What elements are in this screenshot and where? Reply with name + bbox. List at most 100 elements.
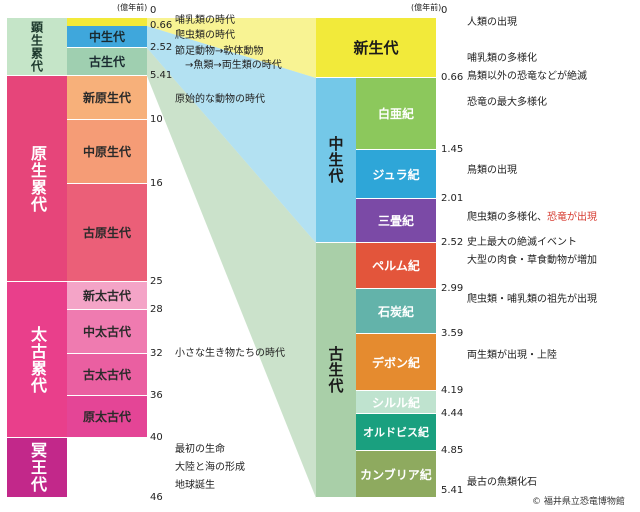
right-boundary-0: 0 xyxy=(441,5,448,16)
eon-2-label: 太古累代 xyxy=(28,325,47,394)
note-dinosaur-appearance: 恐竜が出現 xyxy=(547,212,597,223)
note-bird-appearance: 鳥類の出現 xyxy=(467,165,517,176)
left-era-0-label: 中生代 xyxy=(88,30,125,44)
left-era-7-label: 古太古代 xyxy=(82,368,131,382)
museum-credit: © 福井県立恐竜博物館 xyxy=(532,497,625,507)
period-8-label: カンブリア紀 xyxy=(360,467,432,482)
unit-label-left: (億年前) xyxy=(117,3,148,12)
period-4-label: 石炭紀 xyxy=(377,304,414,319)
left-era-5-label: 新太古代 xyxy=(82,289,131,303)
note-human-appearance: 人類の出現 xyxy=(467,17,517,28)
right-boundary-3: 2.01 xyxy=(441,193,464,204)
right-boundary-1: 0.66 xyxy=(441,72,464,83)
left-era-8: 原太古代 xyxy=(67,396,147,438)
right-boundary-4: 2.52 xyxy=(441,237,464,248)
left-era-4: 古原生代 xyxy=(67,184,147,282)
note-mammal-diversification: 哺乳類の多様化 xyxy=(467,53,537,64)
right-era-1-label: 中生代 xyxy=(326,136,345,184)
connector-mesozoic xyxy=(147,26,316,243)
eon-0: 顕生累代 xyxy=(7,18,67,76)
eon-1-label: 原生累代 xyxy=(28,144,47,213)
period-0-label: 白亜紀 xyxy=(377,107,414,121)
left-boundary-9: 36 xyxy=(150,390,163,401)
left-era-5: 新太古代 xyxy=(67,282,147,310)
left-boundary-10: 40 xyxy=(150,432,163,443)
period-1: ジュラ紀 xyxy=(356,150,436,199)
left-era-4-label: 古原生代 xyxy=(82,226,131,240)
right-boundary-5: 2.99 xyxy=(441,283,464,294)
note-continents-oceans: 大陸と海の形成 xyxy=(175,462,245,473)
note-reptile-diversification-text: 爬虫類の多様化、 xyxy=(467,212,547,223)
right-boundary-6: 3.59 xyxy=(441,328,464,339)
note-reptile-age: 爬虫類の時代 xyxy=(175,30,235,41)
note-earth-birth: 地球誕生 xyxy=(175,480,215,491)
note-fish-amphibian-age: →魚類→両生類の時代 xyxy=(185,60,282,71)
eon-3-label: 冥王代 xyxy=(28,442,47,493)
note-amphibian-appearance: 両生類が出現・上陸 xyxy=(467,350,557,361)
right-era-0: 新生代 xyxy=(316,18,436,78)
right-boundary-9: 4.85 xyxy=(441,445,464,456)
note-first-life: 最初の生命 xyxy=(175,444,225,455)
left-era-2-label: 新原生代 xyxy=(82,91,131,105)
period-2: 三畳紀 xyxy=(356,199,436,243)
left-era-2: 新原生代 xyxy=(67,76,147,120)
eon-1: 原生累代 xyxy=(7,76,67,282)
right-boundary-8: 4.44 xyxy=(441,408,464,419)
note-mammal-age: 哺乳類の時代 xyxy=(175,15,235,26)
note-mass-extinction: 史上最大の絶滅イベント xyxy=(467,237,577,248)
left-era-0: 中生代 xyxy=(67,26,147,48)
left-boundary-3: 5.41 xyxy=(150,70,173,81)
connector-cenozoic xyxy=(147,18,316,78)
period-5-label: デボン紀 xyxy=(371,355,420,370)
unit-label-right: (億年前) xyxy=(411,3,442,12)
left-era-3: 中原生代 xyxy=(67,120,147,184)
period-2-label: 三畳紀 xyxy=(377,214,414,228)
left-boundary-5: 16 xyxy=(150,178,163,189)
right-boundary-10: 5.41 xyxy=(441,485,464,496)
right-era-0-label: 新生代 xyxy=(353,39,399,57)
period-6: シルル紀 xyxy=(356,391,436,414)
period-1-label: ジュラ紀 xyxy=(372,167,420,182)
period-3-label: ペルム紀 xyxy=(372,259,420,273)
left-era-6-label: 中太古代 xyxy=(82,325,131,339)
cenozoic-strip xyxy=(67,18,147,26)
right-era-1: 中生代 xyxy=(316,78,356,243)
note-dinosaur-peak: 恐竜の最大多様化 xyxy=(467,97,547,108)
left-boundary-4: 10 xyxy=(150,114,163,125)
period-0: 白亜紀 xyxy=(356,78,436,150)
eon-2: 太古累代 xyxy=(7,282,67,438)
left-boundary-8: 32 xyxy=(150,348,163,359)
right-era-2-label: 古生代 xyxy=(326,346,345,394)
left-boundary-2: 2.52 xyxy=(150,42,173,53)
period-6-label: シルル紀 xyxy=(371,395,420,410)
period-7: オルドビス紀 xyxy=(356,414,436,451)
note-primitive-animals: 原始的な動物の時代 xyxy=(175,94,265,105)
note-dinosaur-extinction: 鳥類以外の恐竜などが絶滅 xyxy=(467,71,587,82)
note-oldest-fish-fossil: 最古の魚類化石 xyxy=(467,477,537,488)
left-boundary-6: 25 xyxy=(150,276,163,287)
period-3: ペルム紀 xyxy=(356,243,436,289)
note-large-animals: 大型の肉食・草食動物が増加 xyxy=(467,255,597,266)
right-boundary-2: 1.45 xyxy=(441,144,464,155)
eon-3: 冥王代 xyxy=(7,438,67,498)
period-7-label: オルドビス紀 xyxy=(363,426,429,439)
left-boundary-0: 0 xyxy=(150,5,157,16)
period-8: カンブリア紀 xyxy=(356,451,436,498)
period-5: デボン紀 xyxy=(356,334,436,391)
note-small-organisms: 小さな生き物たちの時代 xyxy=(175,348,285,359)
left-era-1-label: 古生代 xyxy=(88,55,125,69)
right-era-2: 古生代 xyxy=(316,243,356,498)
left-era-3-label: 中原生代 xyxy=(82,145,131,159)
left-era-6: 中太古代 xyxy=(67,310,147,354)
left-era-1: 古生代 xyxy=(67,48,147,76)
left-boundary-7: 28 xyxy=(150,304,163,315)
eon-0-label: 顕生累代 xyxy=(29,20,44,73)
right-boundary-7: 4.19 xyxy=(441,385,464,396)
left-boundary-1: 0.66 xyxy=(150,20,173,31)
left-boundary-11: 46 xyxy=(150,492,163,503)
note-reptile-mammal-ancestors: 爬虫類・哺乳類の祖先が出現 xyxy=(467,294,597,305)
period-4: 石炭紀 xyxy=(356,289,436,334)
left-era-7: 古太古代 xyxy=(67,354,147,396)
